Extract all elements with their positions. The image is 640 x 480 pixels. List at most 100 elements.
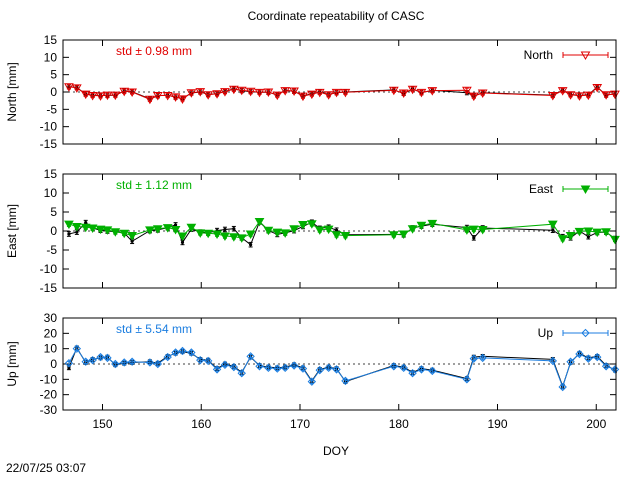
legend-label: Up [538,326,554,340]
timestamp-label: 22/07/25 03:07 [6,461,87,475]
y-tick-label: 0 [50,224,57,238]
data-point [610,235,620,245]
data-point [67,232,71,236]
data-point [462,375,472,384]
data-point [87,91,98,101]
data-point [246,352,255,361]
data-point [178,346,187,356]
data-point [102,91,113,101]
data-point [64,83,74,92]
data-point [472,236,476,240]
data-point [228,85,239,95]
data-point [408,368,417,378]
data-point [96,352,105,362]
data-point [95,92,106,101]
data-point [232,227,236,231]
data-point [427,87,438,96]
data-point [111,359,120,369]
data-point [245,87,256,97]
data-point [416,88,427,98]
data-point [102,226,113,235]
data-point [340,232,351,241]
plot-frame [62,173,617,289]
data-point [307,377,317,386]
data-point [203,91,214,100]
y-tick-label: 10 [44,50,58,64]
data-point [565,232,576,241]
data-point [610,90,620,100]
data-point [249,243,253,247]
y-tick-label: -15 [40,281,58,295]
data-point [331,88,342,98]
data-point [180,240,185,244]
data-point [272,228,283,238]
data-point [236,234,247,243]
data-point [416,221,427,231]
data-point [340,88,351,98]
data-point [87,224,98,233]
y-tick-label: 0 [50,85,57,99]
data-point [462,86,472,96]
panel-north: 15 10 5 0 -5 -10 -15 std ± 0.98 mm North North [m… [5,33,620,151]
data-point [127,88,137,98]
data-point [574,227,585,237]
data-point [196,355,205,365]
data-point [84,221,88,225]
data-point [601,362,611,371]
chart-panels: 15 10 5 0 -5 -10 -15 std ± 0.98 mm North North [m… [5,33,620,431]
data-point [593,352,602,362]
data-point [324,363,333,373]
data-point [280,363,290,373]
y-tick-label: 10 [44,186,58,200]
data-point [236,86,247,96]
x-tick-label: 160 [191,417,211,431]
data-point [177,232,188,241]
data-point [583,91,594,101]
plot-frame [62,39,617,145]
chart-title: Coordinate repeatability of CASC [248,9,425,23]
data-point [127,232,137,241]
data-point [110,91,121,101]
data-point [254,88,265,98]
data-point [212,365,222,374]
data-point [298,221,308,230]
data-point [314,226,325,235]
data-point [145,95,155,105]
data-point [163,352,172,362]
data-point [162,224,173,233]
y-axis-label: East [mm] [5,204,19,258]
data-point [127,357,137,366]
series-up [64,344,620,392]
y-tick-label: -30 [40,403,58,417]
data-point [212,90,222,99]
y-tick-label: -10 [40,120,58,134]
data-point [203,356,213,366]
legend-label: North [524,48,553,62]
y-tick-label: 0 [50,357,57,371]
data-point [153,359,163,369]
data-point [203,229,214,239]
data-point [462,226,472,235]
legend-marker [580,51,591,61]
plot-frame [62,317,617,411]
data-point [88,355,97,365]
data-point [478,353,487,363]
series-east [64,218,620,245]
data-point [469,354,479,363]
data-point [428,366,437,376]
data-point [170,93,181,102]
panel-east: 15 10 5 0 -5 -10 -15 std ± 1.12 mm East East [mm] [5,167,620,295]
data-point [289,361,299,370]
data-point [263,88,274,98]
series-reference [66,345,618,389]
data-point [601,91,611,100]
data-point [195,229,206,238]
data-point [586,235,590,239]
data-point [547,220,558,230]
y-tick-label: -5 [46,102,57,116]
legend-marker [581,328,590,338]
data-point [388,86,399,96]
data-point [80,223,91,233]
